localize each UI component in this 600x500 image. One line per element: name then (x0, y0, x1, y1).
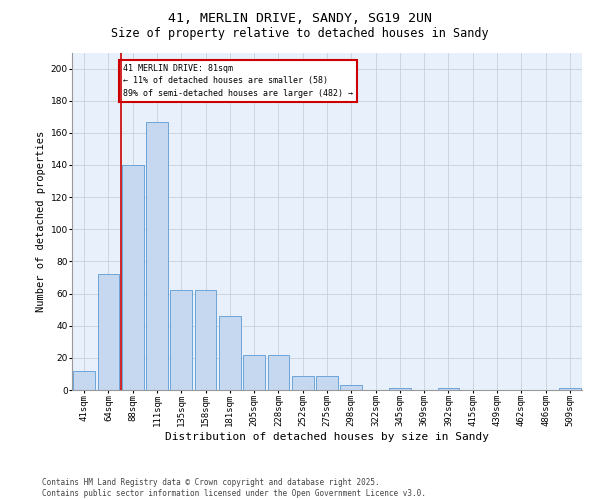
Bar (73, 370, 95, 390)
Bar (268, 354, 289, 390)
Bar (292, 376, 314, 390)
Text: 41, MERLIN DRIVE, SANDY, SG19 2UN: 41, MERLIN DRIVE, SANDY, SG19 2UN (168, 12, 432, 26)
Bar (194, 290, 217, 390)
Bar (219, 316, 241, 390)
Text: Contains HM Land Registry data © Crown copyright and database right 2025.
Contai: Contains HM Land Registry data © Crown c… (42, 478, 426, 498)
Bar (316, 376, 338, 390)
Bar (97, 274, 119, 390)
Bar (146, 122, 168, 390)
Bar (122, 165, 143, 390)
Bar (170, 290, 192, 390)
Bar (559, 388, 581, 390)
Text: Size of property relative to detached houses in Sandy: Size of property relative to detached ho… (111, 28, 489, 40)
Bar (437, 388, 460, 390)
X-axis label: Distribution of detached houses by size in Sandy: Distribution of detached houses by size … (165, 432, 489, 442)
Y-axis label: Number of detached properties: Number of detached properties (37, 130, 46, 312)
Text: 41 MERLIN DRIVE: 81sqm
← 11% of detached houses are smaller (58)
89% of semi-det: 41 MERLIN DRIVE: 81sqm ← 11% of detached… (123, 64, 353, 98)
Bar (340, 385, 362, 390)
Bar (243, 354, 265, 390)
Bar (389, 388, 411, 390)
